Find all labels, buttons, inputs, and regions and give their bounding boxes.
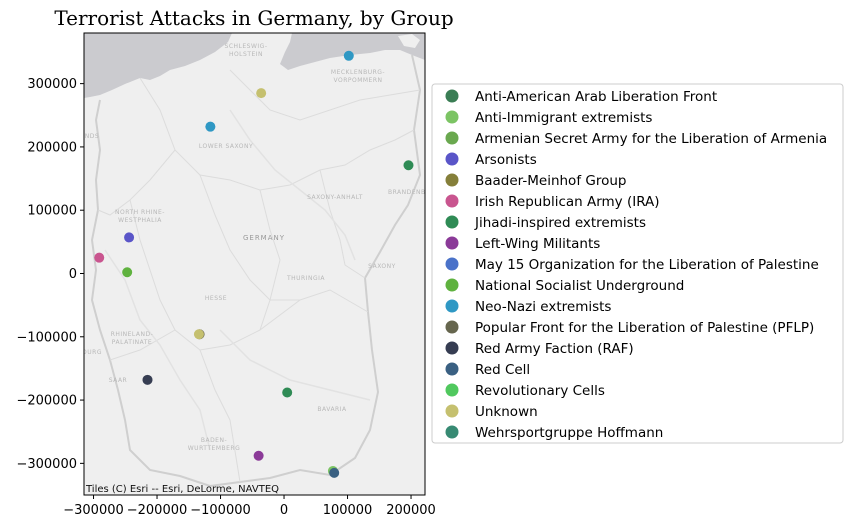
basemap-rivers [104,109,371,451]
legend-label: Unknown [475,404,538,420]
legend-marker [445,341,459,355]
data-point [124,232,135,243]
basemap-label: VORPOMMERN [333,77,382,84]
basemap-label: NDS [85,133,99,140]
basemap-baltic-sea [280,33,425,70]
y-tick-label: −300000 [16,457,77,472]
x-tick-label: 0 [280,503,288,518]
basemap-north-sea [84,33,232,98]
basemap-label: BADEN- [201,437,227,444]
x-axis: −300000 −200000 −100000 0 100000 200000 [63,495,436,518]
legend-label: Red Cell [475,362,530,378]
legend-marker [445,131,459,145]
basemap-label: WESTPHALIA [118,217,162,224]
legend-marker [445,152,459,166]
basemap-label: RHINELAND- [111,331,154,338]
basemap-label: HOLSTEIN [229,51,263,58]
legend-marker [445,299,459,313]
points-layer [94,50,414,478]
basemap-label: MECKLENBURG- [331,69,385,76]
legend-label: Anti-American Arab Liberation Front [475,89,717,105]
legend-marker [445,173,459,187]
y-tick-label: 300000 [27,77,77,92]
legend-marker [445,257,459,271]
legend: Anti-American Arab Liberation Front Anti-… [431,83,844,444]
data-point [122,267,133,278]
x-tick-label: 100000 [323,503,373,518]
legend-label: Anti-Immigrant extremists [475,110,652,126]
legend-frame [431,83,844,444]
basemap-label: PALATINATE [112,339,152,346]
y-tick-label: −200000 [16,394,77,409]
y-tick-label: −100000 [16,330,77,345]
basemap-label: HESSE [205,295,227,302]
data-point [282,387,293,398]
data-point [253,450,264,461]
basemap-label: WURTTEMBERG [188,445,240,452]
y-tick-label: 200000 [27,140,77,155]
legend-label: Arsonists [475,152,537,168]
basemap-island [398,34,420,48]
x-tick-label: −200000 [127,503,188,518]
legend-marker [445,89,459,103]
plot-frame [83,32,426,496]
legend-label: Baader-Meinhof Group [475,173,626,189]
legend-label: National Socialist Underground [475,278,684,294]
basemap: SCHLESWIG- HOLSTEIN MECKLENBURG- VORPOMM… [82,33,428,495]
legend-marker [445,215,459,229]
legend-marker [445,194,459,208]
basemap-labels: SCHLESWIG- HOLSTEIN MECKLENBURG- VORPOMM… [82,43,428,452]
basemap-label: OURG [82,349,102,356]
basemap-label: THURINGIA [286,275,325,282]
chart-title: Terrorist Attacks in Germany, by Group [54,6,453,30]
basemap-label: NORTH RHINE- [115,209,165,216]
data-point [94,252,105,263]
y-tick-label: 0 [69,267,77,282]
legend-marker [445,320,459,334]
legend-label: Red Army Faction (RAF) [475,341,634,357]
legend-label: Neo-Nazi extremists [475,299,611,315]
basemap-land [84,33,425,495]
basemap-label: BRANDENB. [388,189,428,196]
data-point [193,329,204,340]
basemap-attribution: Tiles (C) Esri -- Esri, DeLorme, NAVTEQ [85,484,279,495]
basemap-label: GERMANY [243,234,285,242]
basemap-label: SAXONY-ANHALT [307,194,363,201]
data-point [343,50,354,61]
legend-label: Wehrsportgruppe Hoffmann [475,425,663,441]
legend-label: May 15 Organization for the Liberation o… [475,257,819,273]
basemap-state-borders [97,69,421,483]
data-point [256,88,267,99]
y-axis: −300000 −200000 −100000 0 100000 200000 300000 [16,77,84,472]
y-tick-label: 100000 [27,204,77,219]
data-point [329,467,340,478]
basemap-label: SCHLESWIG- [225,43,268,50]
legend-label: Revolutionary Cells [475,383,605,399]
legend-label: Left-Wing Militants [475,236,600,252]
legend-marker [445,362,459,376]
basemap-label: BAVARIA [317,406,347,413]
legend-marker [445,278,459,292]
x-tick-label: 200000 [386,503,436,518]
x-tick-label: −100000 [190,503,251,518]
data-point [142,374,153,385]
basemap-label: LOWER SAXONY [199,143,253,150]
legend-marker [445,236,459,250]
basemap-label: SAXONY [368,263,396,270]
legend-marker [445,383,459,397]
legend-label: Armenian Secret Army for the Liberation … [475,131,827,147]
x-tick-label: −300000 [63,503,124,518]
legend-label: Irish Republican Army (IRA) [475,194,660,210]
legend-marker [445,404,459,418]
data-point [403,160,414,171]
legend-marker [445,425,459,439]
legend-marker [445,110,459,124]
data-point [205,121,216,132]
legend-label: Popular Front for the Liberation of Pale… [475,320,814,336]
legend-label: Jihadi-inspired extremists [474,215,646,231]
basemap-label: SAAR [109,377,127,384]
